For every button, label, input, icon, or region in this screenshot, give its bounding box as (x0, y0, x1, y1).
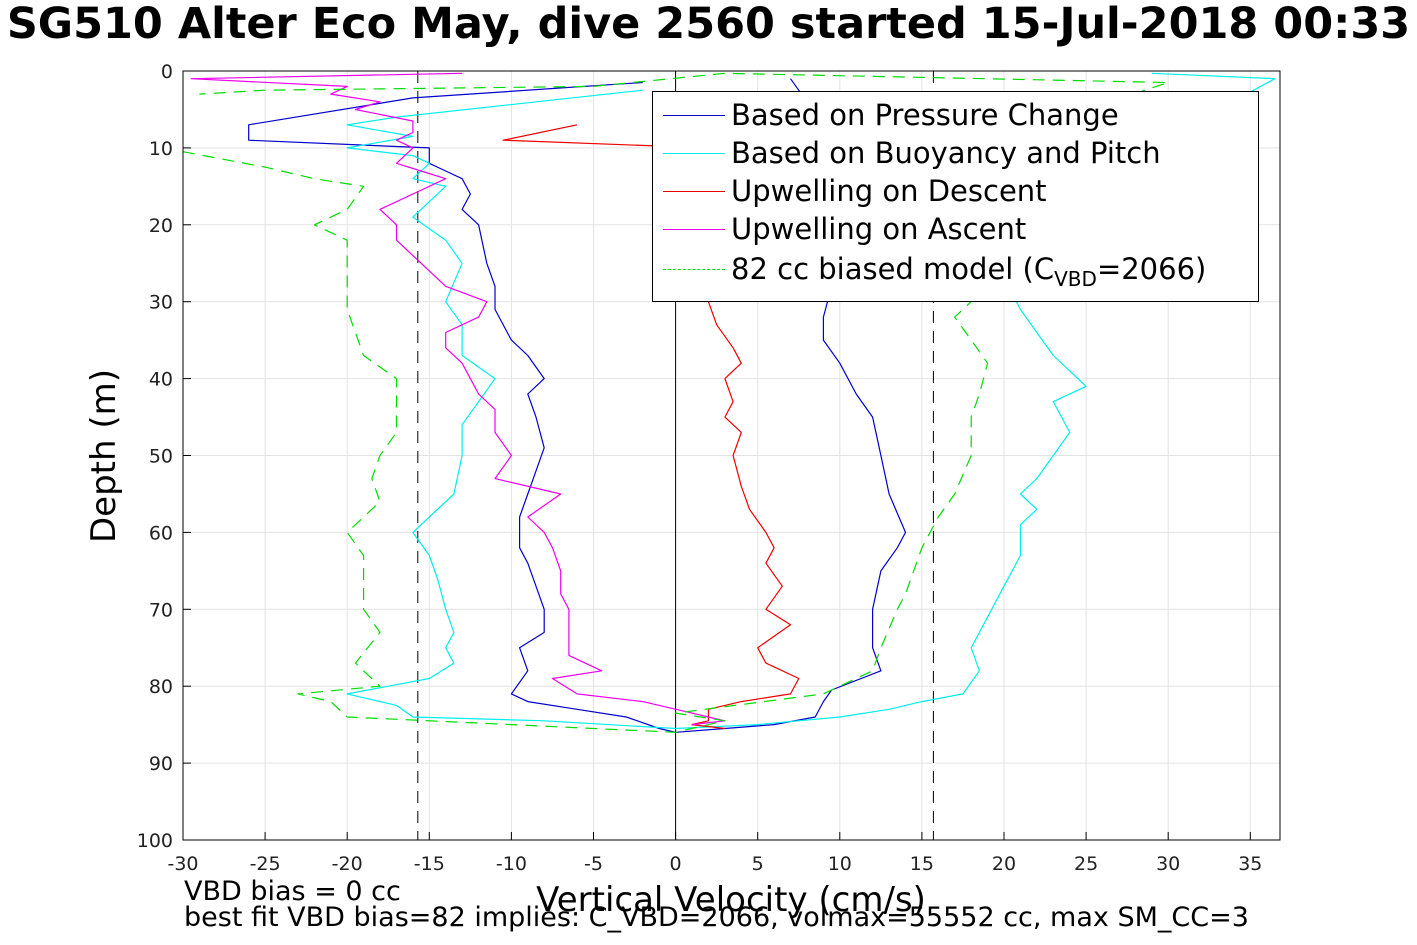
legend-item-pressure-change: Based on Pressure Change (653, 96, 1258, 134)
chart-title: SG510 Alter Eco May, dive 2560 started 1… (6, 0, 1411, 49)
legend-swatch (663, 115, 725, 116)
y-tick-label: 50 (149, 446, 173, 468)
series-line (346, 72, 1276, 730)
footer-best-fit: best fit VBD bias=82 implies: C_VBD=2066… (184, 902, 1249, 933)
legend-label: Based on Pressure Change (731, 98, 1119, 132)
x-tick-label: -30 (167, 853, 198, 875)
legend-label: Upwelling on Descent (731, 174, 1047, 208)
y-tick-label: 40 (149, 369, 173, 391)
legend: Based on Pressure Change Based on Buoyan… (652, 91, 1259, 302)
x-tick-label: 0 (670, 853, 682, 875)
series-line (182, 72, 1169, 733)
y-axis-label: Depth (m) (84, 368, 124, 544)
x-tick-label: -15 (414, 853, 445, 875)
x-tick-label: -25 (250, 853, 281, 875)
y-tick-label: 10 (149, 138, 173, 160)
y-tick-label: 100 (137, 830, 173, 852)
legend-label: 82 cc biased model (CVBD=2066) (731, 252, 1207, 291)
legend-label: Upwelling on Ascent (731, 212, 1027, 246)
x-tick-label: 10 (828, 853, 852, 875)
y-tick-label: 90 (149, 753, 173, 775)
x-tick-label: -10 (496, 853, 527, 875)
legend-item-biased-model: 82 cc biased model (CVBD=2066) (653, 250, 1258, 291)
x-tick-label: 35 (1238, 853, 1262, 875)
y-tick-label: 70 (149, 599, 173, 621)
legend-swatch (663, 191, 725, 192)
x-tick-label: 20 (992, 853, 1016, 875)
y-tick-label: 0 (161, 61, 173, 83)
x-tick-label: -5 (584, 853, 603, 875)
x-tick-label: 5 (752, 853, 764, 875)
series-line (248, 78, 907, 733)
x-tick-label: -20 (332, 853, 363, 875)
footer-vbd-bias: VBD bias = 0 cc (184, 876, 401, 907)
legend-item-upwelling-descent: Upwelling on Descent (653, 172, 1258, 210)
series-line (190, 72, 726, 726)
x-axis-label: Vertical Velocity (cm/s) (536, 880, 926, 920)
x-tick-label: 25 (1074, 853, 1098, 875)
legend-swatch (663, 153, 725, 154)
x-tick-label: 15 (910, 853, 934, 875)
legend-swatch (663, 269, 725, 270)
legend-item-upwelling-ascent: Upwelling on Ascent (653, 210, 1258, 248)
tick-labels: -30 -25 -20 -15 -10 -5 0 5 10 15 20 25 30 35 0 10 20 30 40… (137, 61, 1263, 875)
legend-label: Based on Buoyancy and Pitch (731, 136, 1161, 170)
y-tick-label: 60 (149, 522, 173, 544)
x-tick-label: 30 (1156, 853, 1180, 875)
legend-swatch (663, 229, 725, 230)
legend-item-buoyancy-pitch: Based on Buoyancy and Pitch (653, 134, 1258, 172)
y-tick-label: 20 (149, 215, 173, 237)
y-tick-label: 30 (149, 292, 173, 314)
y-tick-label: 80 (149, 676, 173, 698)
